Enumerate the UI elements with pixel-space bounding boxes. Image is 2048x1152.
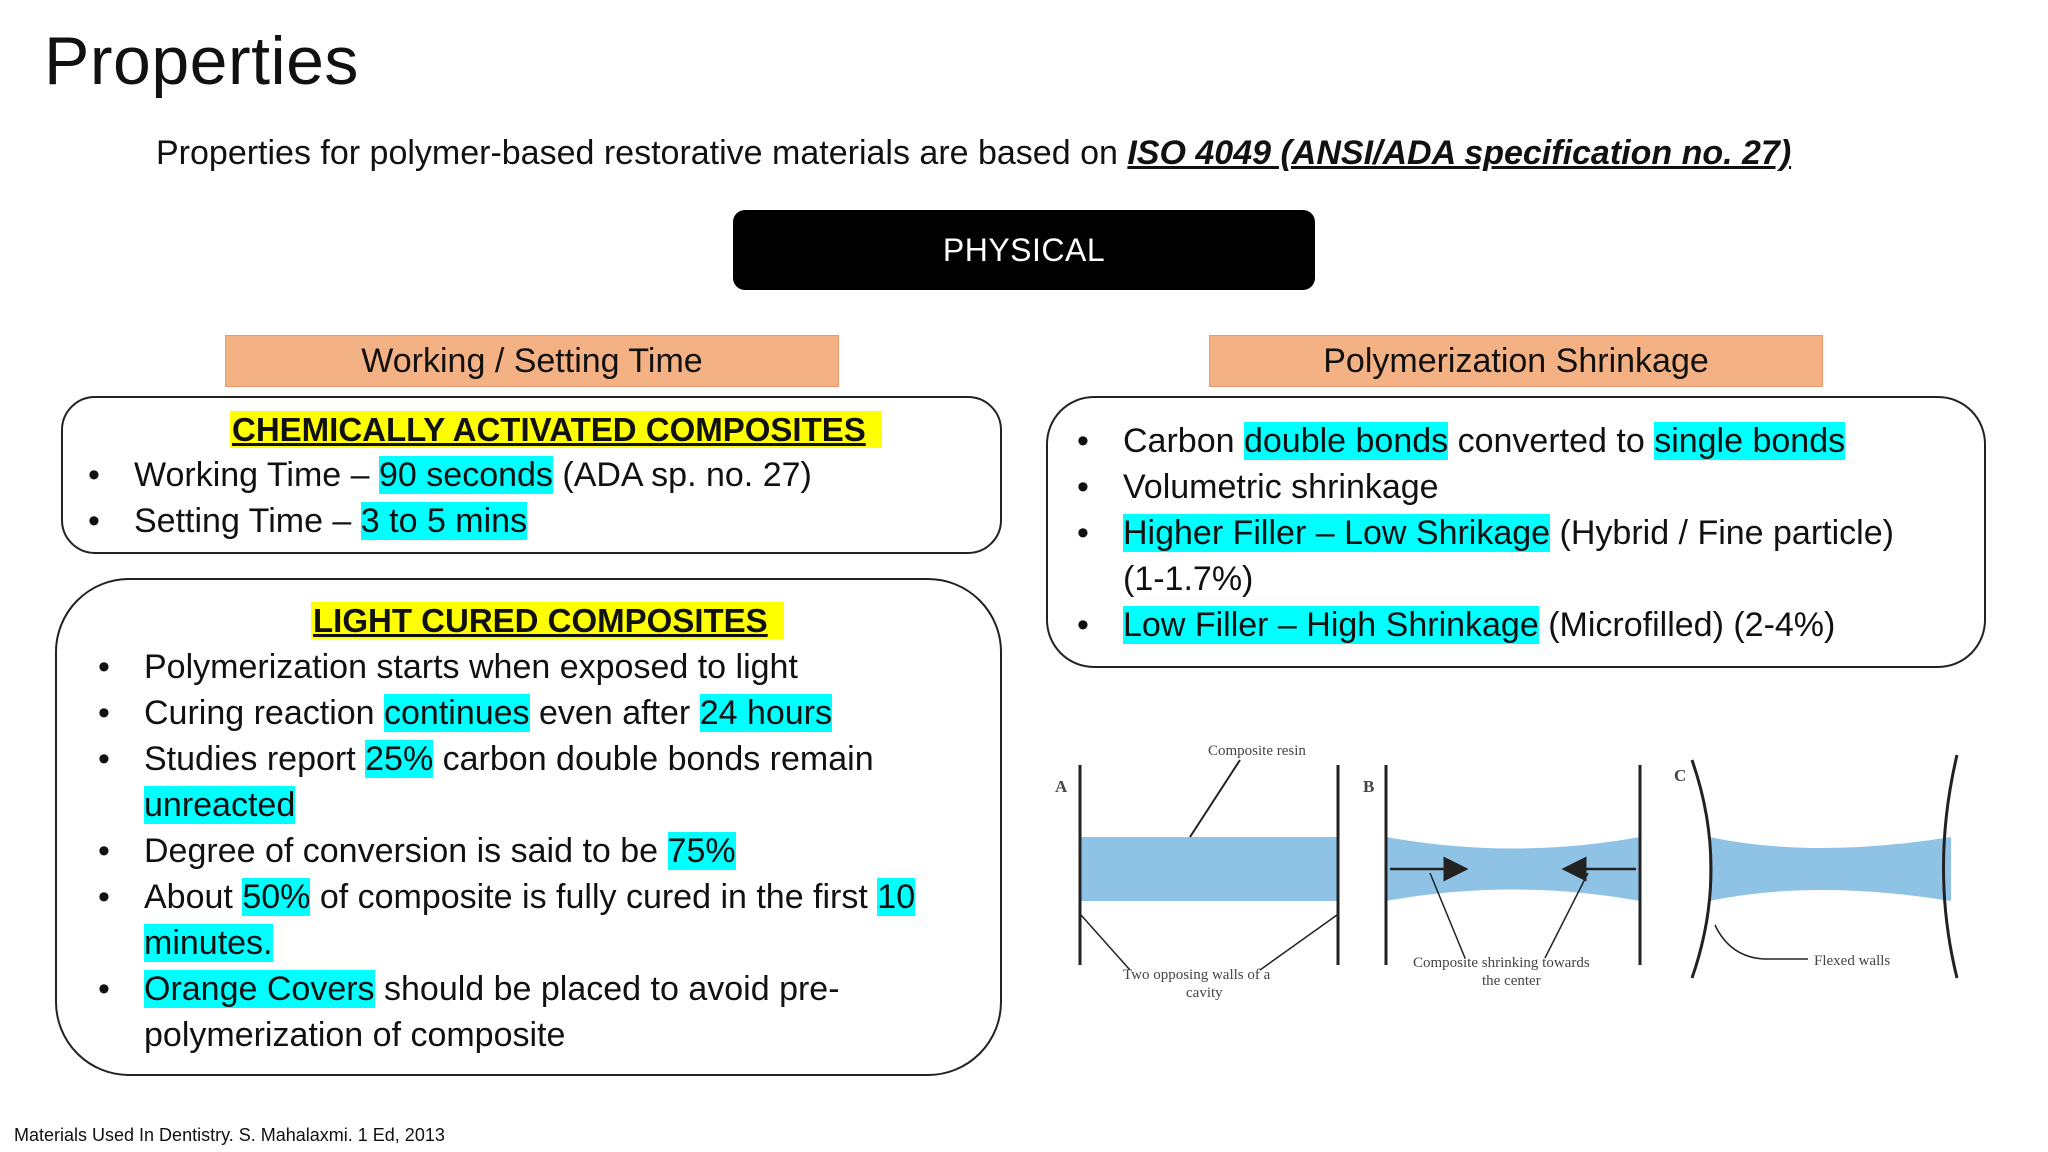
panel-a-label: A	[1055, 777, 1068, 796]
bullet: •	[98, 740, 110, 778]
list-item: • Higher Filler – Low Shrikage (Hybrid / …	[1077, 510, 1973, 602]
chemical-composites-title-wrap: CHEMICALLY ACTIVATED COMPOSITES	[230, 407, 882, 460]
working-setting-header: Working / Setting Time	[225, 335, 839, 387]
highlight: 50%	[242, 878, 311, 916]
light-cured-title-wrap: LIGHT CURED COMPOSITES	[311, 598, 784, 651]
walls-label-2: cavity	[1186, 985, 1223, 1001]
item-text: Volumetric shrinkage	[1123, 468, 1439, 506]
highlight: 25%	[365, 740, 434, 778]
bullet: •	[98, 970, 110, 1008]
highlight: single bonds	[1654, 422, 1846, 460]
shrinkage-header: Polymerization Shrinkage	[1209, 335, 1823, 387]
item-text: (1-1.7%)	[1123, 560, 1254, 598]
list-item: • Degree of conversion is said to be 75%	[98, 828, 984, 874]
item-text: should be placed to avoid pre-	[384, 970, 840, 1008]
item-text: Curing reaction	[144, 694, 375, 732]
highlight: unreacted	[144, 786, 296, 824]
walls-pointer-right	[1259, 914, 1338, 971]
highlight: 3 to 5 mins	[360, 502, 528, 540]
resin-pointer	[1189, 759, 1241, 838]
highlight: 90 seconds	[379, 456, 553, 494]
list-item: • About 50% of composite is fully cured i…	[98, 874, 984, 966]
list-item: • Studies report 25% carbon double bonds …	[98, 736, 984, 828]
item-text: Working Time –	[134, 456, 370, 494]
light-cured-title: LIGHT CURED COMPOSITES	[311, 602, 784, 639]
highlight: Higher Filler – Low Shrikage	[1123, 514, 1551, 552]
list-item: • Polymerization starts when exposed to l…	[98, 644, 984, 690]
panel-c-left-flexed-wall	[1690, 759, 1713, 979]
list-item: • Orange Covers should be placed to avoid…	[98, 966, 984, 1058]
panel-c-resin	[1709, 837, 1951, 901]
list-item: • Setting Time – 3 to 5 mins	[88, 498, 994, 544]
chemical-composites-title: CHEMICALLY ACTIVATED COMPOSITES	[230, 411, 882, 448]
subtitle-text: Properties for polymer-based restorative…	[156, 134, 1118, 172]
chemical-composites-list: • Working Time – 90 seconds (ADA sp. no. …	[88, 452, 994, 544]
walls-label-1: Two opposing walls of a	[1123, 967, 1271, 983]
item-text: Polymerization starts when exposed to li…	[144, 648, 798, 686]
highlight: 75%	[667, 832, 736, 870]
bullet: •	[1077, 422, 1089, 460]
composite-resin-label: Composite resin	[1208, 743, 1306, 759]
bullet: •	[88, 456, 100, 494]
subtitle-iso-reference: ISO 4049 (ANSI/ADA specification no. 27)	[1127, 134, 1792, 172]
shrinking-label-2: the center	[1482, 973, 1541, 989]
list-item: • Volumetric shrinkage	[1077, 464, 1973, 510]
slide-subtitle: Properties for polymer-based restorative…	[156, 130, 1791, 176]
shrinkage-list: • Carbon double bonds converted to single…	[1077, 418, 1973, 648]
slide-title: Properties	[44, 23, 359, 99]
highlight: Low Filler – High Shrinkage	[1123, 606, 1539, 644]
highlight: minutes.	[144, 924, 273, 962]
item-text: polymerization of composite	[144, 1016, 566, 1054]
item-text: (Hybrid / Fine particle)	[1559, 514, 1894, 552]
bullet: •	[1077, 606, 1089, 644]
shrinking-pointer-right	[1544, 872, 1589, 959]
shrinking-label-1: Composite shrinking towards	[1413, 955, 1590, 971]
bullet: •	[98, 878, 110, 916]
item-text: of composite is fully cured in the first	[319, 878, 868, 916]
item-text: About	[144, 878, 233, 916]
flexed-walls-pointer	[1714, 924, 1808, 960]
bullet: •	[1077, 514, 1089, 552]
highlight: Orange Covers	[144, 970, 375, 1008]
highlight: 24 hours	[699, 694, 833, 732]
bullet: •	[88, 502, 100, 540]
bullet: •	[98, 832, 110, 870]
item-text: converted to	[1457, 422, 1645, 460]
physical-section-label: PHYSICAL	[733, 210, 1315, 290]
item-text: Setting Time –	[134, 502, 352, 540]
bullet: •	[98, 648, 110, 686]
item-text: Studies report	[144, 740, 356, 778]
highlight: continues	[384, 694, 530, 732]
item-text: (ADA sp. no. 27)	[562, 456, 812, 494]
item-text: even after	[539, 694, 691, 732]
panel-c-right-flexed-wall	[1942, 754, 1959, 979]
bullet: •	[98, 694, 110, 732]
highlight: double bonds	[1243, 422, 1449, 460]
bullet: •	[1077, 468, 1089, 506]
list-item: • Curing reaction continues even after 24…	[98, 690, 984, 736]
list-item: • Low Filler – High Shrinkage (Microfille…	[1077, 602, 1973, 648]
panel-a-resin	[1080, 837, 1338, 901]
list-item: • Working Time – 90 seconds (ADA sp. no. …	[88, 452, 994, 498]
panel-c-label: C	[1674, 766, 1686, 785]
walls-pointer-left	[1080, 914, 1131, 971]
panel-b-resin	[1386, 837, 1640, 901]
flexed-walls-label: Flexed walls	[1814, 953, 1890, 969]
item-text: Carbon	[1123, 422, 1235, 460]
item-text: carbon double bonds remain	[442, 740, 874, 778]
shrinkage-diagram: A Composite resin Two opposing walls of …	[1055, 743, 1959, 1001]
light-cured-list: • Polymerization starts when exposed to l…	[98, 644, 984, 1058]
item-text: (Microfilled) (2-4%)	[1548, 606, 1836, 644]
citation: Materials Used In Dentistry. S. Mahalaxm…	[14, 1125, 445, 1145]
shrinking-pointer-left	[1429, 872, 1466, 959]
panel-b-label: B	[1363, 777, 1374, 796]
list-item: • Carbon double bonds converted to single…	[1077, 418, 1973, 464]
item-text: Degree of conversion is said to be	[144, 832, 659, 870]
highlight: 10	[877, 878, 916, 916]
